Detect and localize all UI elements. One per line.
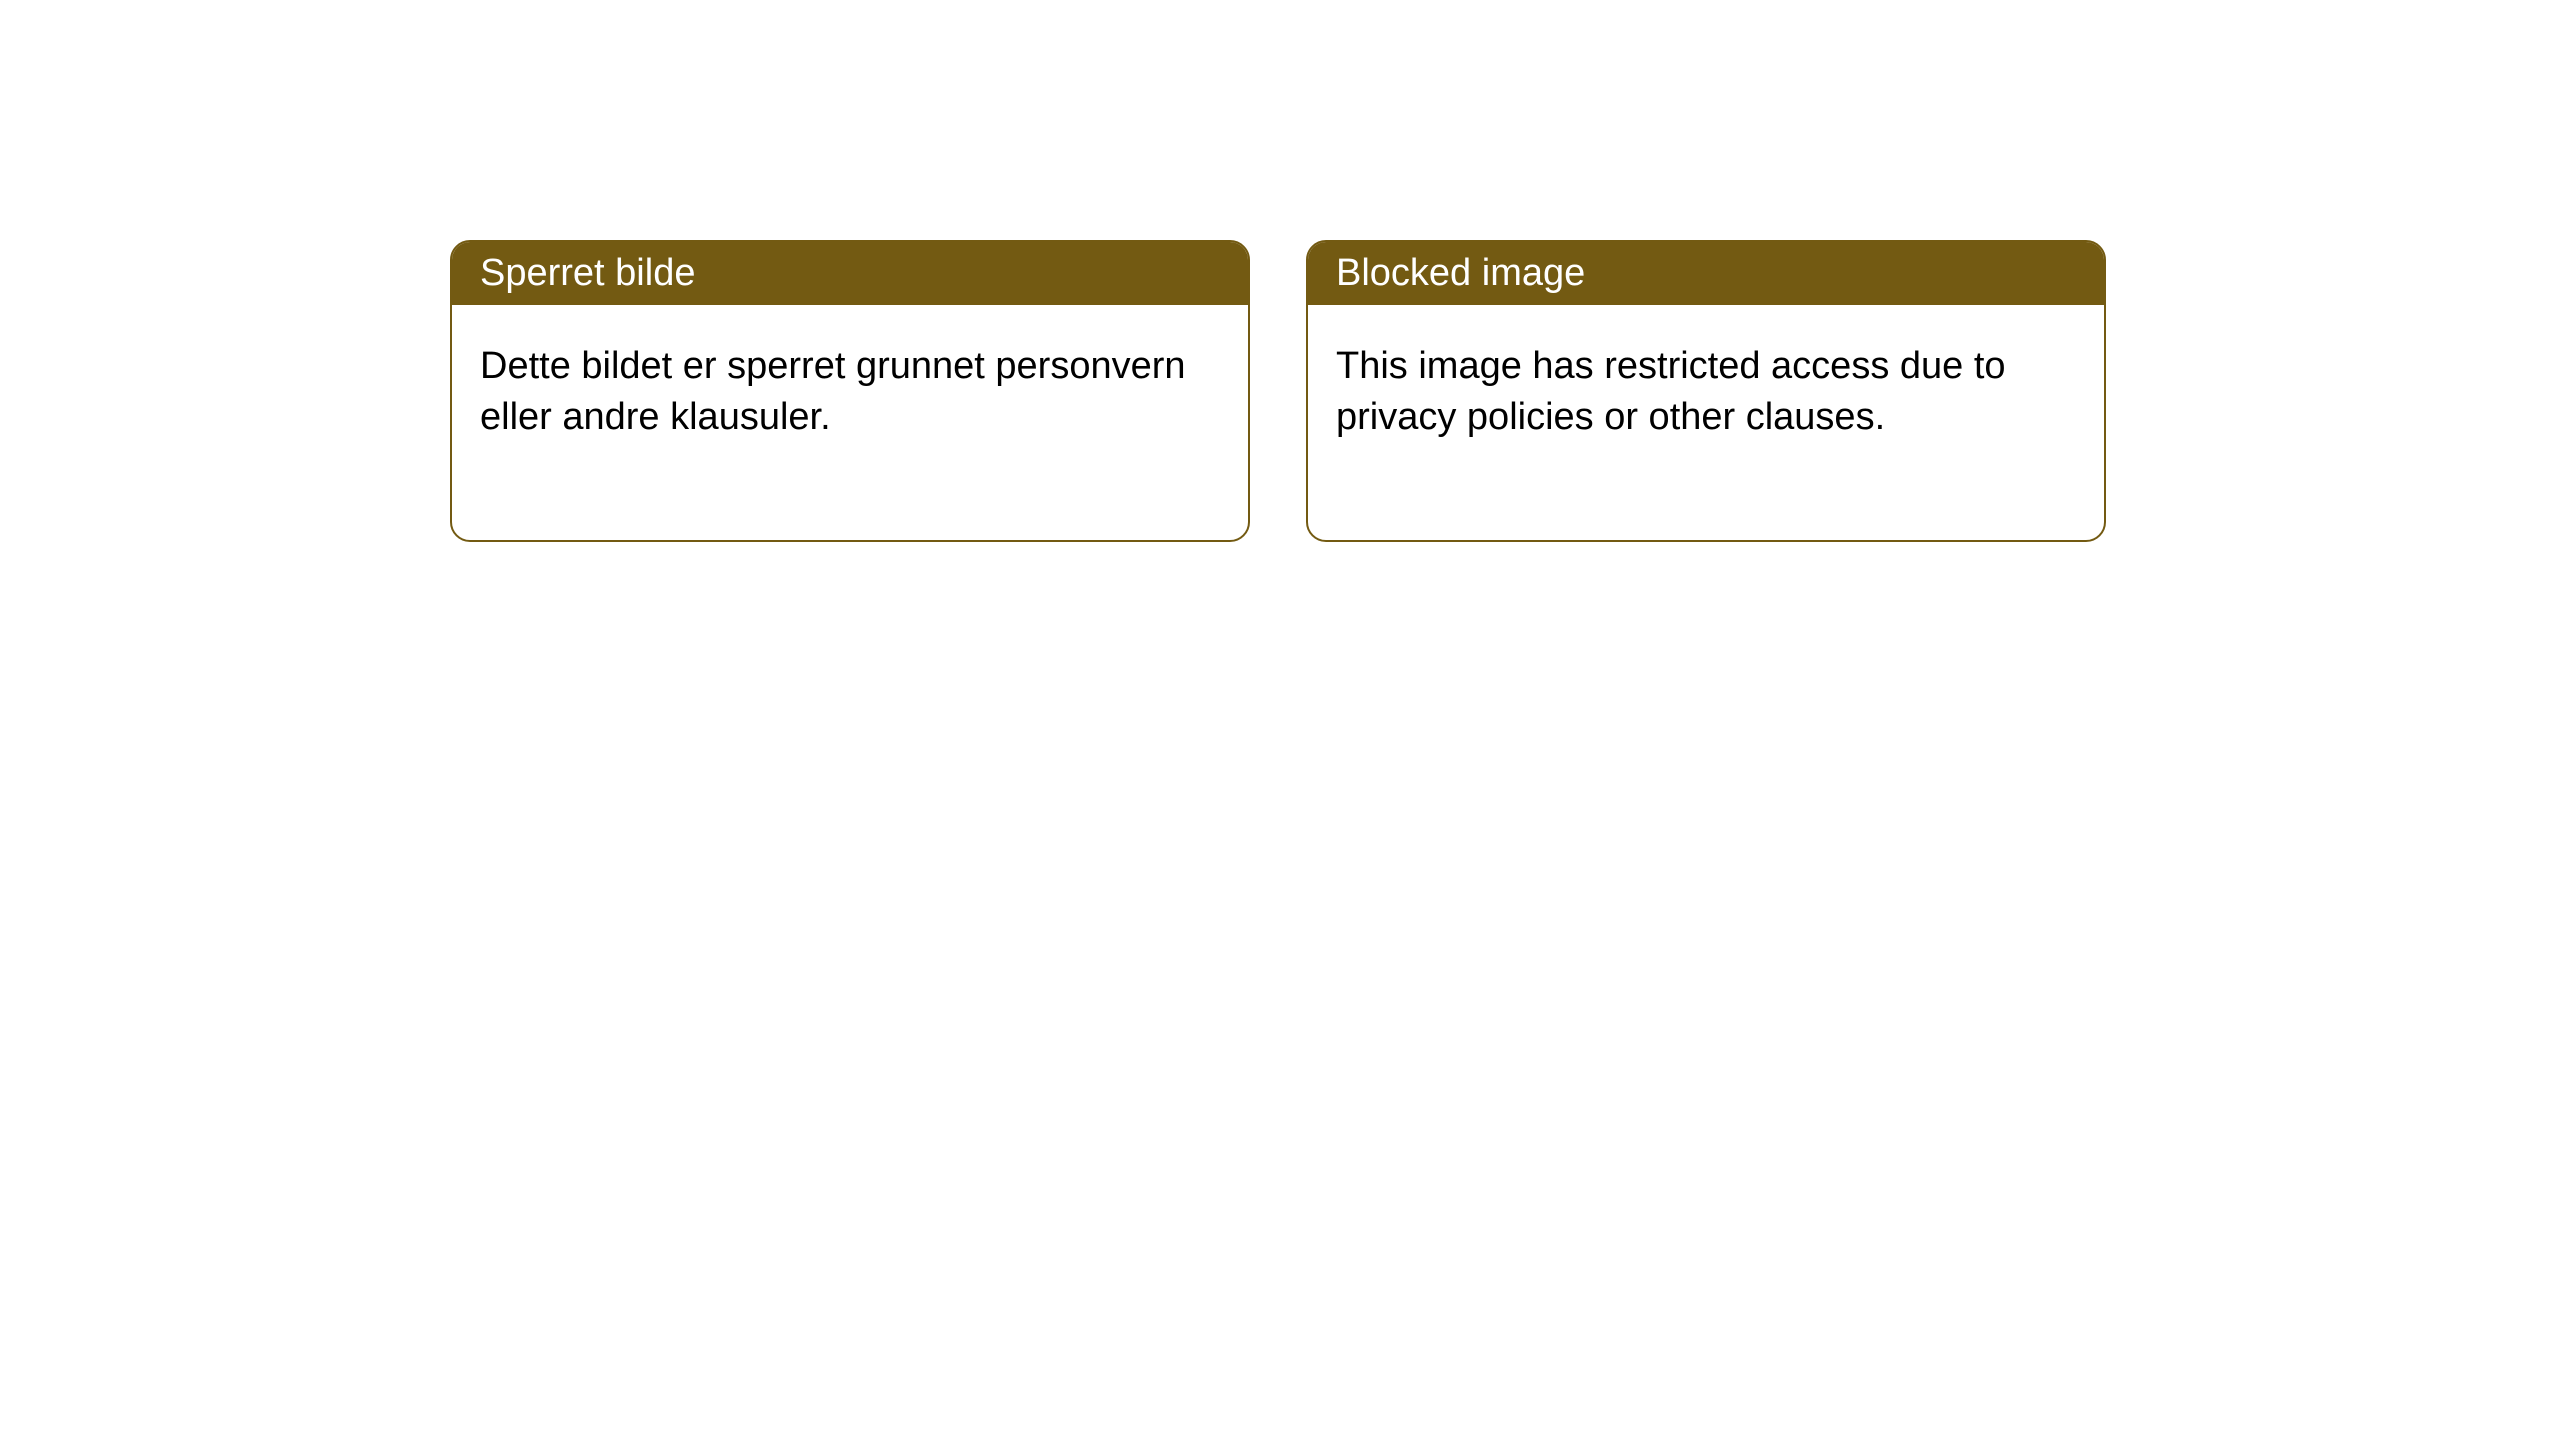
notice-title-norwegian: Sperret bilde <box>452 242 1248 305</box>
notice-title-english: Blocked image <box>1308 242 2104 305</box>
notice-card-english: Blocked image This image has restricted … <box>1306 240 2106 542</box>
notice-container: Sperret bilde Dette bildet er sperret gr… <box>0 0 2560 542</box>
notice-body-norwegian: Dette bildet er sperret grunnet personve… <box>452 305 1248 540</box>
notice-body-english: This image has restricted access due to … <box>1308 305 2104 540</box>
notice-card-norwegian: Sperret bilde Dette bildet er sperret gr… <box>450 240 1250 542</box>
